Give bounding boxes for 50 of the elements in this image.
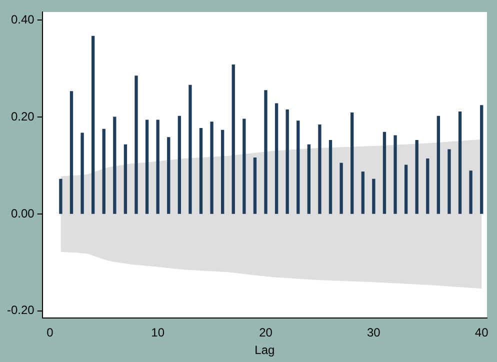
bar	[318, 124, 322, 214]
bar	[210, 122, 214, 214]
bar	[415, 140, 418, 214]
bar	[382, 132, 386, 214]
bar	[286, 110, 289, 214]
y-tick-label: 0.00	[10, 206, 35, 220]
bar	[113, 116, 116, 214]
bar	[404, 164, 408, 214]
bar	[480, 105, 484, 214]
y-tick-label: -0.20	[6, 303, 35, 318]
bar	[145, 120, 149, 214]
bar	[307, 144, 311, 214]
x-tick-label: 30	[367, 326, 381, 340]
bar	[448, 149, 451, 214]
bar	[361, 172, 364, 214]
bar	[124, 144, 128, 214]
y-tick-label: 0.40	[10, 12, 35, 27]
bar	[134, 76, 138, 214]
x-tick-label: 10	[151, 326, 165, 340]
bar	[264, 90, 268, 214]
x-axis-title: Lag	[254, 343, 275, 358]
bar	[242, 118, 246, 214]
y-tick-label: 0.20	[10, 109, 35, 124]
bar	[178, 116, 181, 214]
bar	[426, 158, 430, 214]
bar	[340, 162, 343, 214]
bar	[199, 128, 203, 214]
bar	[232, 64, 235, 214]
bar	[70, 91, 74, 214]
bar	[253, 158, 257, 214]
bar	[59, 178, 62, 214]
bar	[91, 36, 95, 214]
bar	[328, 140, 332, 214]
bar	[372, 178, 376, 214]
x-tick-label: 40	[474, 326, 489, 340]
x-tick-label: 0	[46, 326, 54, 340]
bar	[469, 170, 472, 214]
bar	[188, 84, 192, 214]
bar	[167, 137, 170, 214]
bar	[394, 135, 397, 214]
bar	[458, 111, 462, 214]
bar	[350, 112, 354, 214]
bar	[80, 132, 84, 214]
bar	[296, 120, 300, 214]
bar	[156, 120, 160, 214]
bar	[221, 130, 224, 214]
x-tick-label: 20	[259, 326, 273, 340]
bar	[274, 103, 278, 214]
bar	[102, 128, 106, 214]
bar	[436, 116, 440, 214]
